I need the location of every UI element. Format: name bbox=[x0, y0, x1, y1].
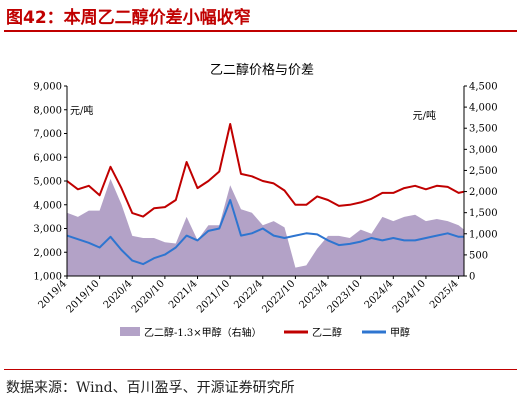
right-tick-label: 0 bbox=[469, 272, 475, 283]
x-tick-label: 2023/4 bbox=[298, 278, 331, 311]
legend-label-methanol: 甲醇 bbox=[390, 326, 410, 339]
footer-rule bbox=[4, 369, 517, 370]
legend-swatch-spread bbox=[120, 327, 140, 336]
legend-label-meg: 乙二醇 bbox=[312, 326, 342, 339]
x-tick-label: 2024/4 bbox=[363, 278, 396, 311]
x-tick-label: 2021/10 bbox=[195, 278, 232, 315]
header: 图42：本周乙二醇价差小幅收窄 bbox=[0, 0, 521, 32]
left-tick-label: 4,000 bbox=[33, 200, 62, 211]
x-tick-label: 2019/10 bbox=[65, 278, 102, 315]
left-tick-label: 2,000 bbox=[33, 248, 62, 259]
x-tick-label: 2025/4 bbox=[428, 278, 461, 311]
left-tick-label: 6,000 bbox=[33, 153, 62, 164]
x-tick-label: 2021/4 bbox=[167, 278, 200, 311]
right-tick-label: 4,000 bbox=[469, 103, 498, 114]
x-tick-label: 2023/10 bbox=[326, 278, 363, 315]
right-tick-label: 1,000 bbox=[469, 229, 498, 240]
source-note: 数据来源：Wind、百川盈孚、开源证券研究所 bbox=[6, 380, 295, 396]
legend: 乙二醇-1.3×甲醇（右轴） 乙二醇 甲醇 bbox=[120, 326, 410, 339]
right-tick-label: 1,500 bbox=[469, 208, 498, 219]
x-tick-label: 2020/4 bbox=[102, 278, 135, 311]
left-tick-label: 8,000 bbox=[33, 105, 62, 116]
right-tick-label: 2,000 bbox=[469, 187, 498, 198]
figure-title: 图42：本周乙二醇价差小幅收窄 bbox=[6, 8, 251, 28]
chart-title: 乙二醇价格与价差 bbox=[210, 62, 314, 78]
left-tick-label: 1,000 bbox=[33, 272, 62, 283]
left-tick-label: 3,000 bbox=[33, 224, 62, 235]
x-tick-label: 2019/4 bbox=[36, 278, 69, 311]
left-tick-label: 7,000 bbox=[33, 129, 62, 140]
left-tick-label: 5,000 bbox=[33, 177, 62, 188]
right-tick-label: 2,500 bbox=[469, 166, 498, 177]
meg-line bbox=[66, 123, 465, 218]
left-unit-label: 元/吨 bbox=[70, 104, 93, 117]
spread-area bbox=[67, 178, 464, 276]
x-tick-label: 2024/10 bbox=[391, 278, 428, 315]
legend-label-spread: 乙二醇-1.3×甲醇（右轴） bbox=[144, 326, 262, 339]
x-tick-label: 2022/10 bbox=[260, 278, 297, 315]
right-unit-label: 元/吨 bbox=[413, 109, 436, 122]
x-tick-label: 2020/10 bbox=[130, 278, 167, 315]
right-tick-label: 3,500 bbox=[469, 124, 498, 135]
methanol-line bbox=[66, 199, 464, 266]
left-tick-label: 9,000 bbox=[33, 82, 62, 93]
right-tick-label: 500 bbox=[469, 250, 488, 261]
right-tick-label: 4,500 bbox=[469, 82, 498, 93]
right-tick-label: 3,000 bbox=[469, 145, 498, 156]
chart: 乙二醇价格与价差 1,000 2,000 3,000 4,000 5,000 6,000 7… bbox=[33, 62, 498, 339]
x-tick-label: 2022/4 bbox=[232, 278, 265, 311]
plot-area bbox=[66, 123, 465, 276]
header-rule bbox=[4, 30, 517, 32]
